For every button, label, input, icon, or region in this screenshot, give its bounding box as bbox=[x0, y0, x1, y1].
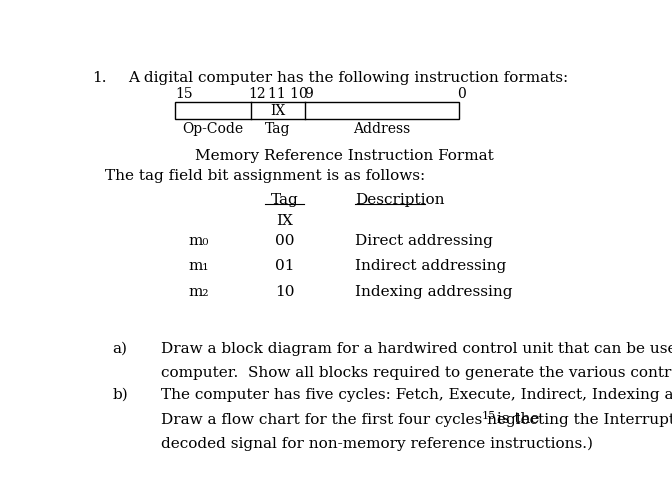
Text: 1.: 1. bbox=[92, 71, 106, 85]
Text: 9: 9 bbox=[304, 87, 312, 101]
Text: 15: 15 bbox=[175, 87, 193, 101]
Text: Address: Address bbox=[353, 122, 411, 136]
Text: Indirect addressing: Indirect addressing bbox=[355, 259, 506, 273]
Text: 01: 01 bbox=[275, 259, 294, 273]
Text: Indexing addressing: Indexing addressing bbox=[355, 284, 512, 299]
Text: Tag: Tag bbox=[265, 122, 291, 136]
Text: Draw a block diagram for a hardwired control unit that can be used for the above: Draw a block diagram for a hardwired con… bbox=[161, 342, 672, 356]
Text: decoded signal for non-memory reference instructions.): decoded signal for non-memory reference … bbox=[161, 436, 593, 451]
Text: 11 10: 11 10 bbox=[268, 87, 308, 101]
Text: A digital computer has the following instruction formats:: A digital computer has the following ins… bbox=[128, 71, 569, 85]
Text: computer.  Show all blocks required to generate the various control signals.: computer. Show all blocks required to ge… bbox=[161, 366, 672, 380]
Text: The computer has five cycles: Fetch, Execute, Indirect, Indexing and Interrupt.: The computer has five cycles: Fetch, Exe… bbox=[161, 388, 672, 402]
Text: Draw a flow chart for the first four cycles neglecting the Interrupt cycle (q: Draw a flow chart for the first four cyc… bbox=[161, 412, 672, 427]
Text: 12: 12 bbox=[249, 87, 266, 101]
Text: Tag: Tag bbox=[271, 193, 298, 207]
Text: Op-Code: Op-Code bbox=[183, 122, 244, 136]
Text: 10: 10 bbox=[275, 284, 294, 299]
Text: is the: is the bbox=[492, 412, 539, 426]
Bar bbox=[175, 102, 459, 119]
Text: Direct addressing: Direct addressing bbox=[355, 234, 493, 248]
Text: IX: IX bbox=[270, 104, 286, 118]
Text: m₁: m₁ bbox=[188, 259, 209, 273]
Text: b): b) bbox=[113, 388, 128, 402]
Text: 00: 00 bbox=[275, 234, 294, 248]
Text: 15: 15 bbox=[481, 411, 496, 421]
Text: IX: IX bbox=[276, 214, 293, 228]
Text: Memory Reference Instruction Format: Memory Reference Instruction Format bbox=[195, 149, 494, 163]
Text: m₀: m₀ bbox=[188, 234, 209, 248]
Text: m₂: m₂ bbox=[188, 284, 209, 299]
Text: Description: Description bbox=[355, 193, 444, 207]
Text: 0: 0 bbox=[457, 87, 466, 101]
Text: The tag field bit assignment is as follows:: The tag field bit assignment is as follo… bbox=[105, 169, 425, 183]
Text: a): a) bbox=[113, 342, 128, 356]
